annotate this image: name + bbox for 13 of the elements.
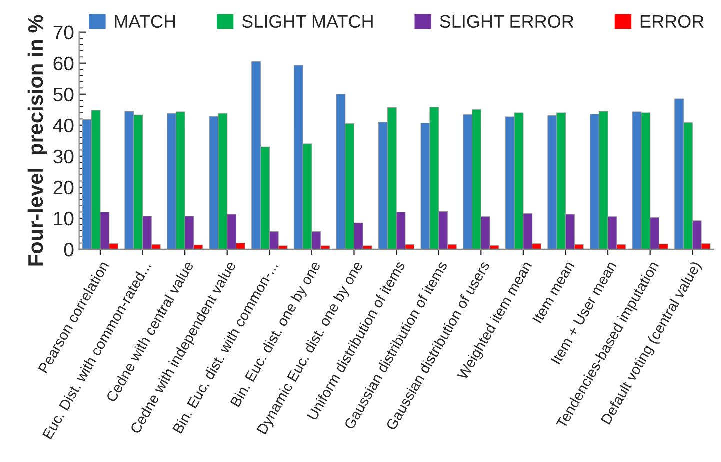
y-tick-label: 10 xyxy=(54,212,74,226)
legend-label: MATCH xyxy=(115,15,176,28)
legend-label: ERROR xyxy=(640,15,704,28)
y-tick-label: 20 xyxy=(54,180,74,195)
legend-label: SLIGHT ERROR xyxy=(440,15,574,28)
y-tick-label: 30 xyxy=(54,150,74,164)
y-tick-label: 70 xyxy=(54,26,74,40)
legend-label: SLIGHT MATCH xyxy=(242,15,373,28)
y-tick-label: 50 xyxy=(54,88,74,102)
y-tick-label: 40 xyxy=(53,118,74,133)
y-tick-label: 0 xyxy=(64,242,74,257)
y-tick-label: 60 xyxy=(54,56,74,71)
y-axis-title: Four-level precision in % xyxy=(28,15,48,266)
